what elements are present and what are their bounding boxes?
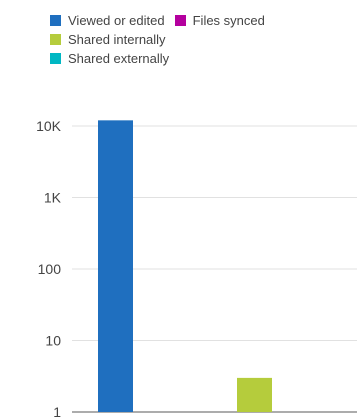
legend-row: Viewed or edited Files synced [50, 11, 350, 30]
legend-swatch-shared-externally [50, 53, 61, 64]
legend-row: Shared externally [50, 49, 350, 68]
y-tick-label: 1 [53, 404, 61, 417]
legend-item-shared-externally[interactable]: Shared externally [50, 51, 169, 66]
legend-swatch-shared-internally [50, 34, 61, 45]
y-tick-label: 100 [38, 261, 62, 277]
legend-label-shared-externally: Shared externally [68, 51, 170, 66]
legend-label-shared-internally: Shared internally [68, 32, 166, 47]
bar-shared-internally[interactable] [237, 377, 272, 412]
legend-item-viewed-or-edited[interactable]: Viewed or edited [50, 13, 165, 28]
legend-item-shared-internally[interactable]: Shared internally [50, 32, 166, 47]
y-tick-label: 10K [36, 118, 62, 134]
legend-label-viewed-or-edited: Viewed or edited [68, 13, 165, 28]
legend-label-files-synced: Files synced [192, 13, 265, 28]
legend-swatch-viewed-or-edited [50, 15, 61, 26]
legend-swatch-files-synced [174, 15, 186, 26]
chart-legend: Viewed or edited Files synced Shared int… [50, 11, 350, 68]
bar-viewed-or-edited[interactable] [98, 120, 133, 413]
y-tick-label: 10 [45, 333, 61, 349]
legend-row: Shared internally [50, 30, 350, 49]
legend-item-files-synced[interactable]: Files synced [174, 13, 265, 28]
y-tick-label: 1K [44, 190, 62, 206]
